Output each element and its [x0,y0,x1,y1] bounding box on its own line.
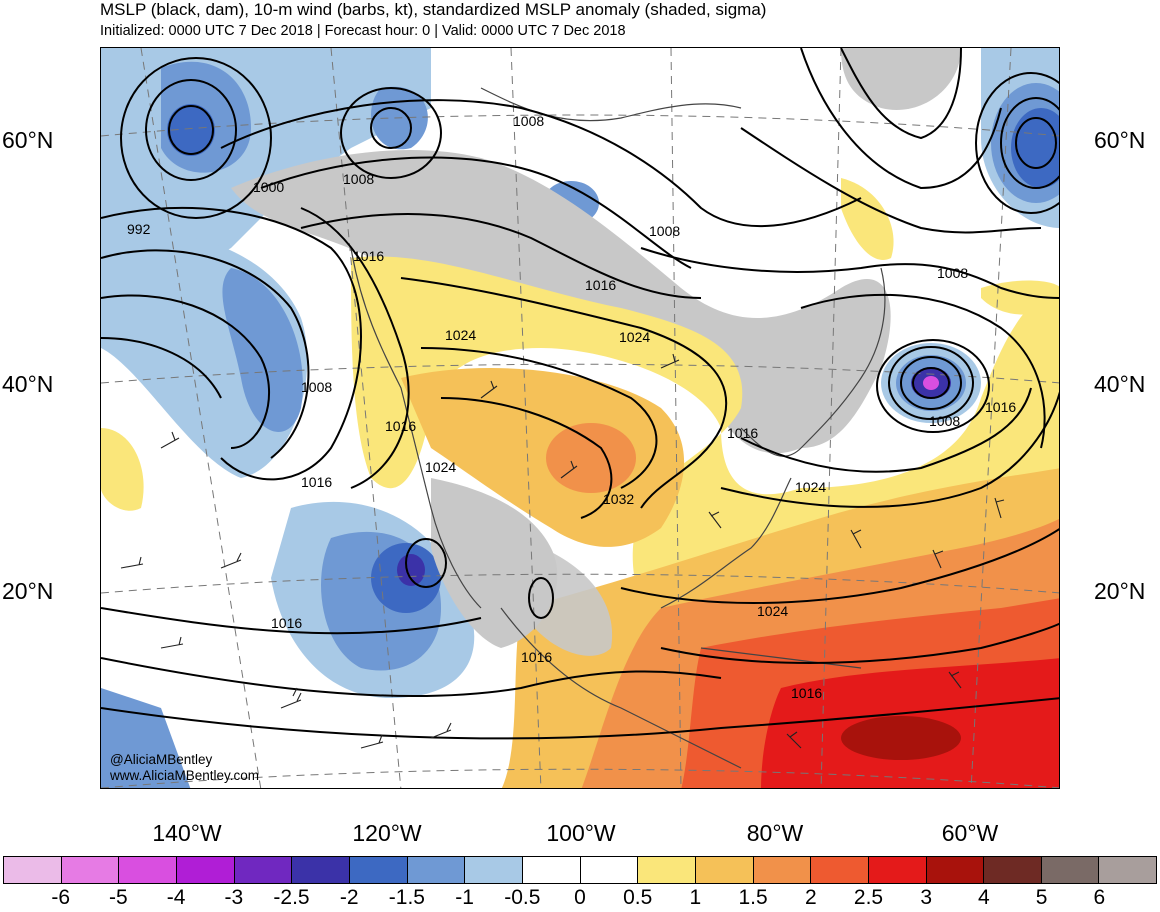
contour-label: 1032 [603,491,634,507]
colorbar-label: 5 [1035,886,1048,909]
contour-label: 1016 [985,399,1016,415]
colorbar-label: 3 [920,886,933,909]
colorbar-label: -5 [109,886,128,909]
contour-label: 1016 [301,474,332,490]
contour-label: 992 [127,221,151,237]
colorbar-label: 1.5 [738,886,768,909]
colorbar-swatch [349,857,408,883]
lat-label-40n-right: 40°N [1094,371,1146,397]
colorbar-swatch [407,857,466,883]
colorbar-swatch [1099,857,1157,883]
colorbar-label: -0.5 [504,886,541,909]
colorbar-swatch [811,857,869,883]
contour-label: 1008 [343,171,374,187]
colorbar-label: 2 [804,886,817,909]
contour-label: 1000 [253,179,284,195]
contour-label: 1016 [791,685,822,701]
graticule [101,48,1059,788]
lat-label-60n-right: 60°N [1094,127,1146,153]
contour-label: 1016 [585,277,616,293]
colorbar-swatch [926,857,985,883]
colorbar-label: -3 [224,886,244,909]
colorbar-swatch [465,857,523,883]
contour-label: 1024 [795,479,826,495]
contour-label: 1024 [425,459,456,475]
colorbar-swatch [1041,857,1100,883]
contour-label: 1016 [521,649,552,665]
colorbar-label: 6 [1093,886,1106,909]
isobars [101,48,1059,740]
colorbar-swatch [522,857,581,883]
colorbar-label: -1 [455,886,474,909]
colorbar-label: 0 [574,886,586,909]
credit-handle: @AliciaMBentley [110,752,213,767]
colorbar-swatch [61,857,120,883]
contour-label: 1016 [353,248,384,264]
colorbar-label: 1 [689,886,702,909]
colorbar [3,856,1157,884]
colorbar-label: 0.5 [623,886,653,909]
lat-label-60n-left: 60°N [2,127,54,153]
lat-label-20n-right: 20°N [1094,578,1146,604]
colorbar-swatch [176,857,235,883]
weather-map: 1000 992 1008 1008 1008 1008 1016 1016 1… [100,47,1060,789]
colorbar-label: -4 [166,886,186,909]
contour-label: 1024 [757,603,788,619]
colorbar-swatch [234,857,293,883]
colorbar-label: -6 [51,886,71,909]
colorbar-swatch [984,857,1042,883]
contour-label: 1024 [619,329,650,345]
colorbar-label: 2.5 [853,886,884,909]
colorbar-swatch [868,857,927,883]
lat-label-40n-left: 40°N [2,371,54,397]
lon-label-140w: 140°W [152,820,222,846]
colorbar-label: -2 [339,886,359,909]
contour-label: 1008 [937,265,968,281]
credit-site: www.AliciaMBentley.com [110,768,260,783]
contour-label: 1016 [271,615,302,631]
lon-label-100w: 100°W [546,820,616,846]
colorbar-swatch [292,857,350,883]
contour-label: 1008 [301,379,332,395]
colorbar-label: 4 [978,886,990,909]
lon-label-120w: 120°W [352,820,422,846]
lon-label-60w: 60°W [941,820,999,846]
colorbar-swatch [580,857,639,883]
contour-label: 1008 [513,113,544,129]
colorbar-swatch [119,857,177,883]
contour-label: 1016 [727,425,758,441]
contour-label: 1008 [929,413,960,429]
colorbar-label: -1.5 [388,886,425,909]
colorbar-label: -2.5 [273,886,310,909]
map-title: MSLP (black, dam), 10-m wind (barbs, kt)… [100,0,767,19]
map-canvas: 1000 992 1008 1008 1008 1008 1016 1016 1… [101,48,1059,788]
anomaly-shading [101,48,1059,788]
colorbar-swatch [638,857,696,883]
contour-label: 1016 [385,418,416,434]
colorbar-swatch [4,857,62,883]
map-subtitle: Initialized: 0000 UTC 7 Dec 2018 | Forec… [100,23,626,39]
colorbar-swatch [695,857,754,883]
contour-label: 1024 [445,327,476,343]
lat-label-20n-left: 20°N [2,578,54,604]
contour-labels: 1000 992 1008 1008 1008 1008 1016 1016 1… [127,113,1016,701]
wind-barbs [120,353,1005,749]
contour-label: 1008 [649,223,680,239]
colorbar-swatch [753,857,812,883]
lon-label-80w: 80°W [746,820,804,846]
